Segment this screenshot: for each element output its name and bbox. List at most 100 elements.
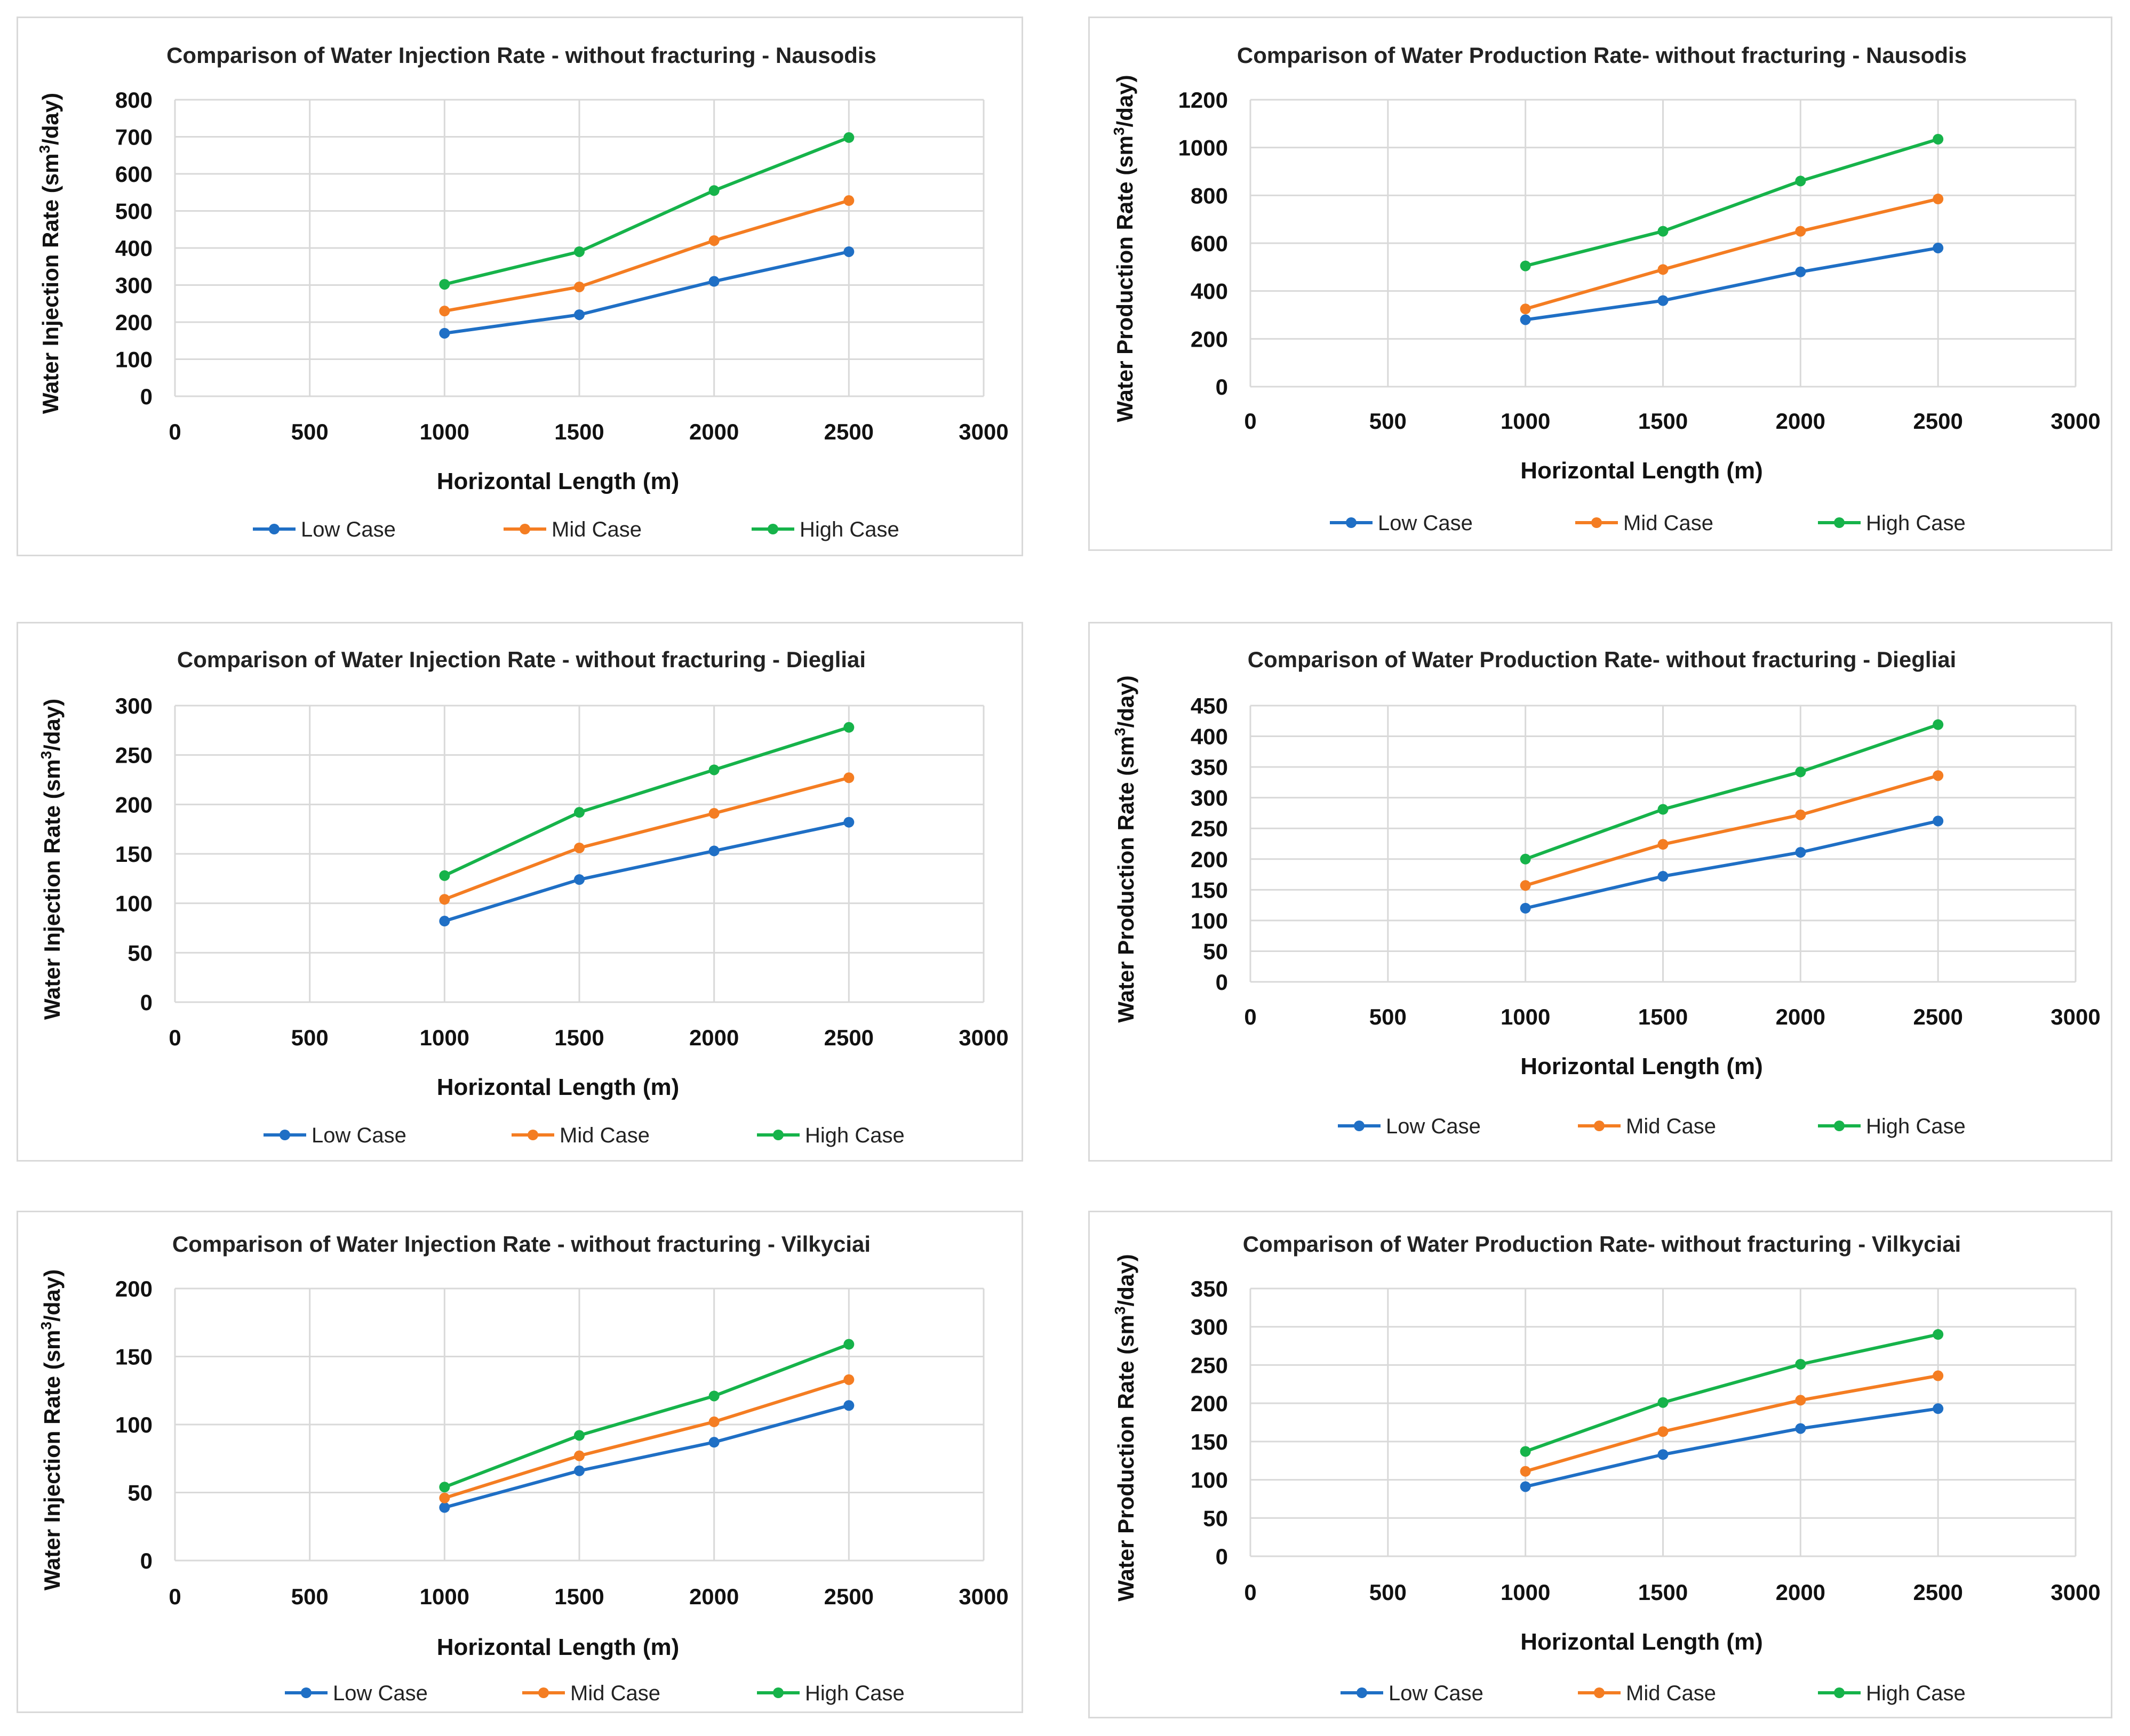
data-point	[708, 235, 720, 246]
gridlines	[174, 1287, 985, 1562]
x-tick-label: 2000	[689, 419, 739, 444]
data-point	[1657, 804, 1669, 815]
data-point	[708, 845, 720, 857]
x-tick-label: 3000	[959, 1584, 1008, 1609]
data-point	[1657, 1426, 1669, 1437]
y-axis-label: Water Production Rate (sm3/day)	[1111, 75, 1137, 422]
data-point	[708, 1416, 720, 1427]
data-point	[843, 1400, 855, 1411]
chart-svg: Comparison of Water Injection Rate - wit…	[38, 1231, 1009, 1705]
data-point	[843, 132, 855, 143]
y-tick-label: 0	[140, 384, 153, 409]
y-tick-label: 300	[1191, 1315, 1228, 1340]
data-point	[1933, 194, 1944, 205]
x-tick-label: 2500	[1913, 1004, 1963, 1029]
series-low	[439, 817, 855, 927]
data-point	[439, 1482, 450, 1493]
data-point	[1520, 1466, 1531, 1477]
legend-label: Mid Case	[1623, 511, 1713, 535]
data-point	[1657, 1397, 1669, 1408]
x-tick-label: 0	[1244, 1580, 1256, 1605]
legend-item: Low Case	[253, 518, 396, 541]
legend-marker	[280, 1130, 290, 1140]
data-point	[439, 306, 450, 317]
series-mid	[439, 772, 855, 905]
y-tick-label: 100	[115, 1412, 153, 1437]
y-axis-label-main: Water Injection Rate (sm	[39, 759, 65, 1020]
data-point	[1657, 295, 1669, 306]
data-point	[1795, 1423, 1806, 1434]
series-line	[1525, 197, 1938, 311]
legend-label: Mid Case	[1626, 1682, 1716, 1705]
y-tick-label: 400	[1191, 724, 1228, 749]
y-axis-label-main: Water Production Rate (sm	[1113, 1315, 1138, 1602]
y-tick-label: 100	[1191, 908, 1228, 933]
legend-marker	[528, 1130, 538, 1140]
y-tick-label: 0	[1216, 970, 1228, 995]
series-line	[1525, 1333, 1938, 1453]
data-point	[1795, 175, 1806, 187]
data-point	[1795, 1358, 1806, 1370]
chart-svg: Comparison of Water Production Rate- wit…	[1112, 1231, 2101, 1705]
legend-marker	[538, 1687, 549, 1698]
x-tick-label: 1000	[420, 419, 469, 444]
data-point	[1520, 880, 1531, 891]
x-tick-label: 1500	[554, 1584, 604, 1609]
data-point	[708, 764, 720, 775]
data-point	[1795, 766, 1806, 778]
y-tick-label: 1000	[1178, 135, 1228, 161]
x-tick-label: 500	[1369, 409, 1407, 434]
y-tick-labels: 0 200 400 600 800 1000 1200	[1178, 87, 1228, 399]
data-point	[439, 916, 450, 927]
x-tick-label: 1500	[1638, 409, 1688, 434]
x-tick-label: 0	[169, 1025, 181, 1050]
series-high	[1520, 133, 1944, 271]
y-tick-labels: 0 50 100 150 200 250 300 350 400 450	[1191, 693, 1228, 995]
y-tick-label: 200	[115, 310, 153, 335]
y-tick-labels: 0 50 100 150 200 250 300 350	[1191, 1276, 1228, 1569]
data-point	[1933, 242, 1944, 253]
data-point	[574, 842, 585, 853]
legend-label: Low Case	[1378, 511, 1473, 535]
x-tick-label: 1500	[1638, 1004, 1688, 1029]
series-line	[444, 250, 849, 335]
y-tick-label: 200	[1191, 326, 1228, 351]
data-point	[1795, 847, 1806, 858]
x-tick-label: 1500	[554, 419, 604, 444]
y-axis-label-tail: /day)	[38, 93, 63, 145]
chart-panel-injection-diegliai: Comparison of Water Injection Rate - wit…	[17, 622, 1023, 1162]
series-line	[444, 199, 850, 313]
y-tick-label: 700	[115, 125, 153, 150]
y-tick-label: 250	[115, 743, 153, 768]
data-point	[1933, 815, 1944, 827]
chart-svg: Comparison of Water Production Rate- wit…	[1112, 647, 2101, 1138]
legend-label: High Case	[1866, 1115, 1966, 1138]
series-mid	[439, 195, 855, 317]
x-tick-label: 3000	[959, 1025, 1008, 1050]
y-axis-label-superscript: 3	[38, 751, 54, 759]
data-point	[1933, 719, 1944, 730]
data-point	[843, 1339, 855, 1350]
y-tick-label: 800	[115, 87, 153, 113]
data-point	[439, 1502, 450, 1513]
x-tick-label: 2000	[689, 1025, 739, 1050]
legend-item: Mid Case	[504, 518, 642, 541]
legend-item: High Case	[757, 1682, 905, 1705]
series-line	[444, 820, 849, 923]
gridlines	[1249, 99, 2077, 388]
x-tick-label: 2000	[1776, 1580, 1825, 1605]
data-point	[1933, 770, 1944, 781]
chart-panel-production-vilkyciai: Comparison of Water Production Rate- wit…	[1088, 1211, 2112, 1718]
data-point	[708, 1437, 720, 1448]
legend-label: High Case	[805, 1124, 905, 1147]
y-axis-label-main: Water Injection Rate (sm	[39, 1330, 65, 1591]
x-tick-label: 2000	[1776, 409, 1825, 434]
x-tick-label: 3000	[959, 419, 1008, 444]
chart-title: Comparison of Water Injection Rate - wit…	[172, 1231, 871, 1257]
y-tick-label: 400	[1191, 279, 1228, 304]
legend-marker	[1834, 1121, 1845, 1131]
data-point	[1933, 1403, 1944, 1414]
y-tick-label: 50	[127, 1481, 153, 1506]
y-axis-label-main: Water Production Rate (sm	[1113, 736, 1138, 1023]
y-tick-label: 150	[1191, 1429, 1228, 1454]
